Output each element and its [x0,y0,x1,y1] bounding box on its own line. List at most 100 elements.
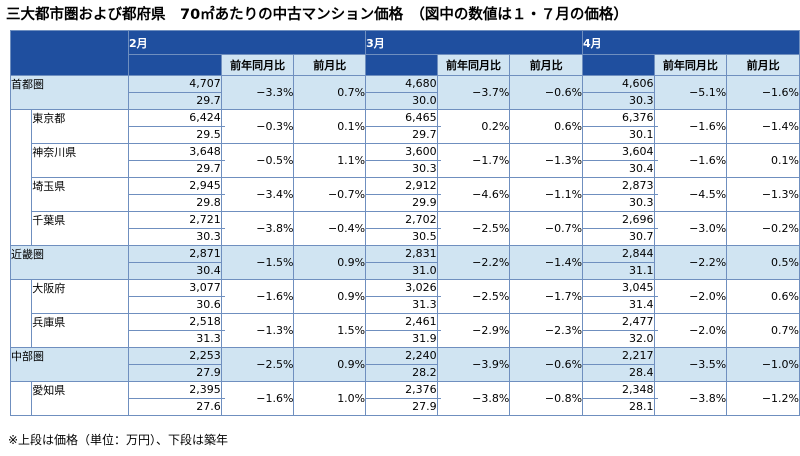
indent-cell [9,279,33,348]
subheader-row: 前年同月比 前月比 前年同月比 前月比 前年同月比 前月比 [11,54,800,76]
price-age-cell: 2,376 27.9 [365,381,441,416]
building-age-value: 30.4 [629,162,654,175]
building-age-value: 31.3 [196,332,221,345]
building-age-value: 30.5 [412,230,437,243]
mom-change-value: −2.3% [509,313,584,348]
building-age-value: 28.4 [629,366,654,379]
yoy-change-value: 0.2% [436,109,511,144]
month-header: 4月 [582,30,800,55]
price-value: 2,376 [366,382,441,399]
mom-change-value: 0.5% [726,245,800,280]
mom-change-value: −1.3% [509,143,584,178]
price-value: 3,077 [129,280,225,297]
price-value: 4,680 [366,76,441,93]
indent-cell [9,109,33,246]
table-row: 近畿圏 2,871 30.4 −1.5% 0.9% 2,831 31.0 −2.2% −1.4%… [9,245,800,280]
yoy-change-value: −3.7% [436,75,511,110]
mom-change-value: −1.2% [726,381,800,416]
building-age-value: 30.3 [629,196,654,209]
mom-change-value: 0.7% [726,313,800,348]
price-age-cell: 3,077 30.6 [128,279,225,314]
page-title: 三大都市圏および都府県 70㎡あたりの中古マンション価格 （図中の数値は１・７月… [6,7,628,23]
prefecture-label: 埼玉県 [31,177,130,212]
yoy-change-value: −3.9% [436,347,511,382]
mom-change-value: 1.1% [293,143,367,178]
table-row: 千葉県 2,721 30.3 −3.8% −0.4% 2,702 30.5 −2.5% −0.7… [11,211,800,246]
price-value: 2,721 [129,212,225,229]
yoy-change-value: −3.8% [653,381,728,416]
building-age-value: 27.9 [412,400,437,413]
price-value: 2,477 [583,314,658,331]
price-age-cell: 2,461 31.9 [365,313,441,348]
yoy-change-value: −3.0% [653,211,728,246]
building-age-value: 30.1 [629,128,654,141]
yoy-change-value: −4.6% [436,177,511,212]
mom-change-value: −1.4% [726,109,800,144]
mom-change-value: −0.6% [509,75,584,110]
building-age-value: 31.1 [629,264,654,277]
price-age-cell: 2,721 30.3 [128,211,225,246]
price-value: 3,026 [366,280,441,297]
mom-change-value: 0.9% [293,279,367,314]
mom-change-value: −1.6% [726,75,800,110]
yoy-change-value: −2.0% [653,279,728,314]
building-age-value: 31.9 [412,332,437,345]
building-age-value: 30.3 [196,230,221,243]
price-age-cell: 2,696 30.7 [582,211,658,246]
price-age-cell: 2,395 27.6 [128,381,225,416]
price-age-cell: 2,240 28.2 [365,347,441,382]
price-value: 2,395 [129,382,225,399]
price-value: 6,424 [129,110,225,127]
price-table: 2月 3月 4月 前年同月比 前月比 前年同月比 前月比 前年同月比 前月比 首… [9,30,800,416]
price-age-cell: 2,831 31.0 [365,245,441,280]
mom-change-value: −0.7% [293,177,367,212]
price-value: 2,217 [583,348,658,365]
mom-change-value: −1.3% [726,177,800,212]
yoy-change-value: −1.5% [220,245,295,280]
yoy-header: 前年同月比 [220,54,295,76]
building-age-value: 30.3 [629,94,654,107]
price-value: 2,461 [366,314,441,331]
prefecture-label: 大阪府 [31,279,130,314]
subheader-blank [365,54,438,76]
price-value: 4,707 [129,76,225,93]
mom-change-value: 0.1% [293,109,367,144]
building-age-value: 31.3 [412,298,437,311]
building-age-value: 27.9 [196,366,221,379]
yoy-change-value: −3.3% [220,75,295,110]
price-age-cell: 2,253 27.9 [128,347,225,382]
subheader-blank [128,54,222,76]
price-value: 3,045 [583,280,658,297]
mom-header: 前月比 [293,54,367,76]
table-row: 愛知県 2,395 27.6 −1.6% 1.0% 2,376 27.9 −3.8% −0.8%… [9,381,800,416]
mom-change-value: −1.0% [726,347,800,382]
yoy-change-value: −2.5% [220,347,295,382]
table-row: 中部圏 2,253 27.9 −2.5% 0.9% 2,240 28.2 −3.9% −0.6%… [9,347,800,382]
mom-header: 前月比 [509,54,584,76]
price-value: 2,696 [583,212,658,229]
price-age-cell: 2,912 29.9 [365,177,441,212]
yoy-change-value: −3.8% [436,381,511,416]
building-age-value: 30.0 [412,94,437,107]
price-value: 2,873 [583,178,658,195]
region-label: 近畿圏 [9,245,130,280]
building-age-value: 29.8 [196,196,221,209]
yoy-change-value: −1.6% [220,381,295,416]
mom-change-value: 0.1% [726,143,800,178]
price-age-cell: 6,376 30.1 [582,109,658,144]
price-value: 2,831 [366,246,441,263]
yoy-change-value: −0.5% [220,143,295,178]
mom-change-value: 0.6% [509,109,584,144]
mom-change-value: −1.4% [509,245,584,280]
building-age-value: 30.7 [629,230,654,243]
price-age-cell: 2,873 30.3 [582,177,658,212]
mom-change-value: 1.0% [293,381,367,416]
price-age-cell: 2,477 32.0 [582,313,658,348]
month-header: 3月 [365,30,584,55]
yoy-header: 前年同月比 [653,54,728,76]
building-age-value: 27.6 [196,400,221,413]
price-value: 2,945 [129,178,225,195]
price-value: 2,702 [366,212,441,229]
price-age-cell: 2,945 29.8 [128,177,225,212]
mom-change-value: 1.5% [293,313,367,348]
